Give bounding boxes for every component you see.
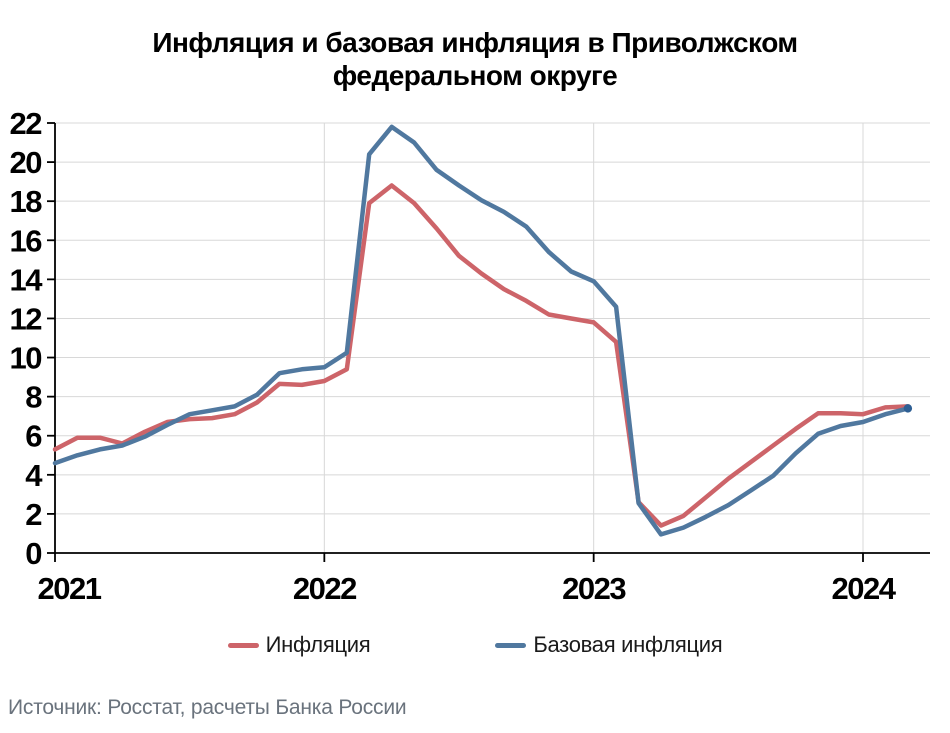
core-inflation-line-swatch — [495, 642, 527, 648]
chart-legend: Инфляция Базовая инфляция — [0, 632, 950, 658]
y-tick-label: 20 — [10, 145, 42, 180]
y-tick-label: 12 — [10, 301, 42, 336]
core-inflation-line — [52, 124, 911, 537]
legend-item-core-inflation: Базовая инфляция — [495, 632, 723, 658]
y-tick-label: 10 — [10, 341, 42, 376]
legend-label-core-inflation: Базовая инфляция — [533, 632, 723, 657]
y-tick-label: 0 — [25, 536, 41, 571]
inflation-line-swatch — [227, 642, 259, 648]
y-tick-label: 4 — [25, 458, 43, 493]
x-tick-label: 2021 — [38, 571, 102, 606]
source-note: Источник: Росстат, расчеты Банка России — [8, 696, 407, 719]
legend-item-inflation: Инфляция — [227, 632, 371, 658]
y-tick-label: 16 — [10, 223, 43, 258]
y-tick-label: 2 — [25, 497, 41, 532]
latest-value-marker — [903, 404, 913, 413]
inflation-line — [52, 183, 911, 528]
x-tick-label: 2024 — [832, 571, 897, 606]
y-tick-label: 18 — [10, 184, 43, 219]
x-tick-label: 2023 — [562, 571, 626, 606]
legend-label-inflation: Инфляция — [265, 632, 371, 657]
y-tick-label: 14 — [10, 262, 44, 297]
y-tick-label: 22 — [10, 106, 42, 141]
y-tick-label: 8 — [25, 380, 42, 415]
chart-title: Инфляция и базовая инфляция в Приволжско… — [152, 27, 798, 91]
y-tick-label: 6 — [25, 419, 42, 454]
x-tick-label: 2022 — [293, 571, 356, 606]
